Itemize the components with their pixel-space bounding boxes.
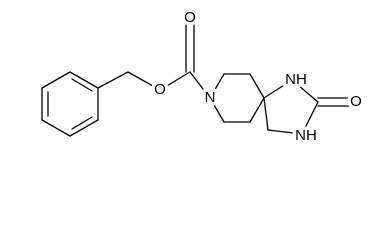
bonds: [41, 21, 351, 137]
atom-label: NH: [295, 127, 317, 144]
atom-label: O: [154, 81, 166, 98]
atom-label: N: [205, 89, 216, 106]
atom-label: NH: [285, 71, 307, 88]
molecule-diagram: O O N NH O NH: [41, 8, 362, 144]
atom-label: O: [184, 9, 196, 26]
atom-label: O: [350, 93, 362, 110]
